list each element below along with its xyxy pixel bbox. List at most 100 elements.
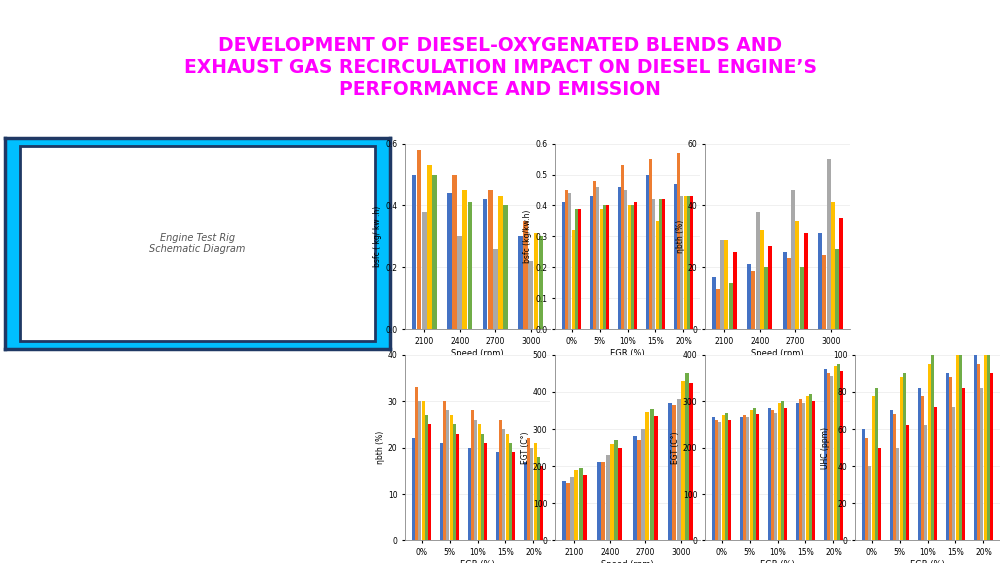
X-axis label: EGR (%): EGR (%): [760, 560, 795, 563]
Bar: [453, 425, 456, 540]
Bar: [668, 403, 672, 540]
Bar: [568, 193, 571, 329]
Bar: [802, 404, 805, 540]
Bar: [778, 404, 781, 540]
Bar: [583, 475, 587, 540]
Bar: [751, 271, 755, 329]
Bar: [681, 381, 685, 540]
Bar: [784, 408, 787, 540]
Bar: [646, 175, 649, 329]
Bar: [677, 399, 681, 540]
Bar: [662, 199, 665, 329]
Bar: [962, 388, 965, 540]
Bar: [425, 415, 428, 540]
Bar: [812, 401, 815, 540]
Bar: [990, 373, 993, 540]
Bar: [824, 369, 827, 540]
Bar: [715, 420, 718, 540]
Bar: [906, 425, 909, 540]
Bar: [447, 193, 452, 329]
Bar: [484, 443, 487, 540]
Bar: [687, 196, 690, 329]
Bar: [645, 412, 649, 540]
Text: Engine Test Rig
Schematic Diagram: Engine Test Rig Schematic Diagram: [149, 233, 246, 254]
Bar: [756, 212, 760, 329]
Bar: [530, 448, 533, 540]
Bar: [674, 184, 677, 329]
Bar: [791, 190, 795, 329]
Bar: [649, 159, 652, 329]
Bar: [624, 190, 627, 329]
Bar: [481, 434, 484, 540]
Bar: [728, 420, 731, 540]
Bar: [768, 408, 771, 540]
Bar: [818, 234, 822, 329]
Bar: [924, 425, 927, 540]
Bar: [672, 405, 676, 540]
Bar: [618, 448, 622, 540]
Bar: [652, 199, 655, 329]
Bar: [422, 401, 425, 540]
Bar: [488, 190, 493, 329]
Bar: [974, 355, 977, 540]
Bar: [725, 413, 728, 540]
Bar: [462, 190, 467, 329]
Bar: [562, 481, 566, 540]
Bar: [422, 212, 427, 329]
Bar: [614, 440, 618, 540]
Bar: [637, 440, 641, 540]
Bar: [417, 150, 421, 329]
Bar: [428, 425, 431, 540]
Bar: [718, 422, 721, 540]
Bar: [450, 415, 453, 540]
Bar: [572, 230, 575, 329]
Bar: [977, 364, 980, 540]
Bar: [980, 388, 983, 540]
Bar: [918, 388, 921, 540]
Bar: [689, 383, 693, 540]
Bar: [720, 240, 724, 329]
Y-axis label: EGT (C°): EGT (C°): [671, 431, 680, 464]
Bar: [743, 415, 746, 540]
Bar: [716, 289, 720, 329]
Bar: [804, 234, 808, 329]
Bar: [578, 208, 581, 329]
Bar: [524, 462, 527, 540]
Bar: [837, 364, 840, 540]
Bar: [868, 466, 871, 540]
Bar: [862, 429, 865, 540]
Bar: [747, 265, 751, 329]
Bar: [503, 205, 508, 329]
Legend: D100, D80B20, D95PR05, D90OCT10, D85PEN15, D50B40PENT10: D100, D80B20, D95PR05, D90OCT10, D85PEN1…: [718, 388, 837, 405]
Bar: [415, 387, 418, 540]
Bar: [893, 414, 896, 540]
Bar: [934, 406, 937, 540]
FancyBboxPatch shape: [20, 146, 375, 341]
Bar: [641, 429, 645, 540]
Bar: [656, 221, 659, 329]
Bar: [478, 425, 481, 540]
Bar: [523, 221, 528, 329]
Bar: [764, 267, 768, 329]
Bar: [865, 438, 868, 540]
Y-axis label: ηbth (%): ηbth (%): [376, 431, 385, 464]
Bar: [468, 203, 472, 329]
X-axis label: EGR (%): EGR (%): [460, 560, 495, 563]
Bar: [527, 438, 530, 540]
Bar: [496, 452, 499, 540]
Bar: [498, 196, 503, 329]
Bar: [537, 457, 540, 540]
Bar: [822, 255, 826, 329]
X-axis label: Speed (rpm): Speed (rpm): [601, 560, 654, 563]
Bar: [443, 401, 446, 540]
Bar: [787, 258, 791, 329]
Bar: [831, 203, 835, 329]
Bar: [452, 175, 457, 329]
Bar: [712, 277, 716, 329]
Bar: [781, 401, 784, 540]
Bar: [457, 236, 462, 329]
Bar: [724, 240, 728, 329]
X-axis label: EGR (%): EGR (%): [910, 560, 945, 563]
Bar: [418, 401, 421, 540]
Bar: [440, 443, 443, 540]
